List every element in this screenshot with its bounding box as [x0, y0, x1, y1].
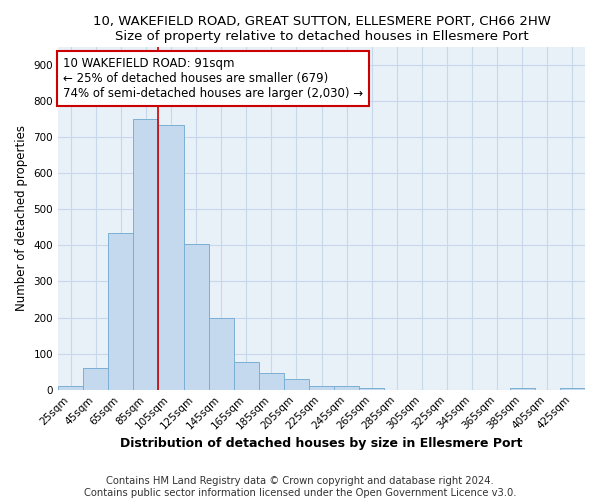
Bar: [284, 379, 309, 390]
Text: 10 WAKEFIELD ROAD: 91sqm
← 25% of detached houses are smaller (679)
74% of semi-: 10 WAKEFIELD ROAD: 91sqm ← 25% of detach…: [64, 57, 364, 100]
Bar: [309, 386, 334, 390]
Bar: [259, 374, 284, 390]
Bar: [334, 386, 359, 390]
Bar: [510, 388, 535, 390]
Bar: [58, 386, 83, 390]
Title: 10, WAKEFIELD ROAD, GREAT SUTTON, ELLESMERE PORT, CH66 2HW
Size of property rela: 10, WAKEFIELD ROAD, GREAT SUTTON, ELLESM…: [92, 15, 550, 43]
Bar: [158, 124, 184, 390]
Text: Contains HM Land Registry data © Crown copyright and database right 2024.
Contai: Contains HM Land Registry data © Crown c…: [84, 476, 516, 498]
Bar: [209, 318, 233, 390]
Bar: [233, 362, 259, 390]
Bar: [560, 388, 585, 390]
Bar: [184, 244, 209, 390]
Bar: [133, 119, 158, 390]
X-axis label: Distribution of detached houses by size in Ellesmere Port: Distribution of detached houses by size …: [120, 437, 523, 450]
Bar: [83, 368, 108, 390]
Y-axis label: Number of detached properties: Number of detached properties: [15, 126, 28, 312]
Bar: [359, 388, 384, 390]
Bar: [108, 233, 133, 390]
